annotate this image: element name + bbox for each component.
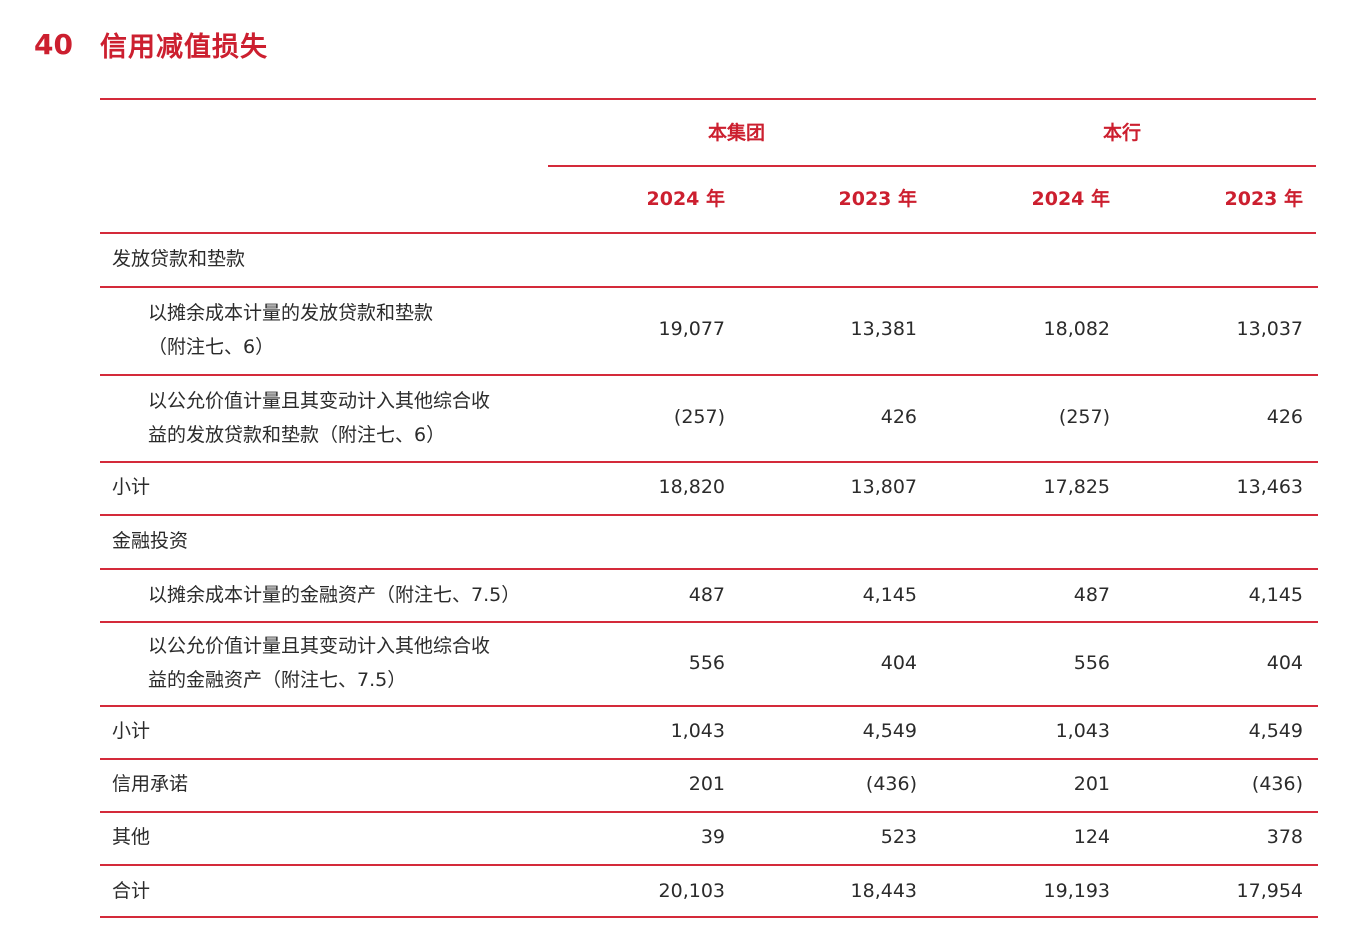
row-label: 其他 <box>112 826 151 848</box>
table-bottom-rule <box>100 916 1318 918</box>
cell-value: 19,193 <box>1043 880 1110 902</box>
cell-value: (436) <box>1251 773 1303 795</box>
cell-value: 487 <box>688 584 725 606</box>
row-rule <box>100 864 1318 866</box>
cell-value: 378 <box>1266 826 1303 848</box>
cell-value: (436) <box>865 773 917 795</box>
row-rule <box>100 758 1318 760</box>
cell-value: 1,043 <box>670 720 725 742</box>
row-rule <box>100 514 1318 516</box>
cell-value: 4,145 <box>1248 584 1303 606</box>
year-header: 2024 年 <box>646 188 726 210</box>
cell-value: 18,443 <box>850 880 917 902</box>
section-label: 发放贷款和垫款 <box>112 248 246 270</box>
table-top-rule <box>100 98 1316 100</box>
cell-value: 556 <box>688 652 725 674</box>
cell-value: 13,037 <box>1236 318 1303 340</box>
row-rule <box>100 374 1318 376</box>
cell-value: 4,549 <box>1248 720 1303 742</box>
year-header: 2023 年 <box>838 188 918 210</box>
cell-value: 18,082 <box>1043 318 1110 340</box>
row-rule <box>100 705 1318 707</box>
cell-value: 13,381 <box>850 318 917 340</box>
year-header: 2023 年 <box>1224 188 1304 210</box>
note-title: 信用减值损失 <box>100 31 268 63</box>
row-rule <box>100 286 1318 288</box>
row-rule <box>100 461 1318 463</box>
cell-value: 20,103 <box>658 880 725 902</box>
row-label: 以摊余成本计量的发放贷款和垫款 <box>148 302 434 324</box>
group-header-rule <box>548 165 1316 167</box>
cell-value: 1,043 <box>1055 720 1110 742</box>
cell-value: 17,954 <box>1236 880 1303 902</box>
section-label: 金融投资 <box>112 530 189 552</box>
row-label-cont: （附注七、6） <box>148 336 275 358</box>
group-header-group: 本集团 <box>708 122 766 144</box>
cell-value: 17,825 <box>1043 476 1110 498</box>
cell-value: 4,549 <box>862 720 917 742</box>
cell-value: 201 <box>688 773 725 795</box>
cell-value: 13,463 <box>1236 476 1303 498</box>
row-label: 以摊余成本计量的金融资产（附注七、7.5） <box>148 584 521 606</box>
cell-value: (257) <box>673 406 725 428</box>
cell-value: 556 <box>1073 652 1110 674</box>
total-label: 合计 <box>112 880 151 902</box>
cell-value: 39 <box>700 826 725 848</box>
cell-value: 426 <box>880 406 917 428</box>
row-rule <box>100 621 1318 623</box>
cell-value: 404 <box>880 652 917 674</box>
cell-value: 426 <box>1266 406 1303 428</box>
cell-value: 18,820 <box>658 476 725 498</box>
cell-value: 19,077 <box>658 318 725 340</box>
header-bottom-rule <box>100 232 1316 234</box>
note-heading: 40 信用减值损失 <box>34 22 268 66</box>
cell-value: 124 <box>1073 826 1110 848</box>
cell-value: 404 <box>1266 652 1303 674</box>
cell-value: (257) <box>1058 406 1110 428</box>
cell-value: 201 <box>1073 773 1110 795</box>
row-label: 信用承诺 <box>112 773 189 795</box>
row-label-cont: 益的金融资产（附注七、7.5） <box>148 669 407 691</box>
row-label: 以公允价值计量且其变动计入其他综合收 <box>148 635 491 657</box>
subtotal-label: 小计 <box>112 476 151 498</box>
year-header: 2024 年 <box>1031 188 1111 210</box>
row-rule <box>100 811 1318 813</box>
note-number: 40 <box>34 27 73 61</box>
cell-value: 4,145 <box>862 584 917 606</box>
cell-value: 487 <box>1073 584 1110 606</box>
group-header-bank: 本行 <box>1103 122 1142 144</box>
row-label-cont: 益的发放贷款和垫款（附注七、6） <box>148 424 446 446</box>
row-rule <box>100 568 1318 570</box>
subtotal-label: 小计 <box>112 720 151 742</box>
cell-value: 13,807 <box>850 476 917 498</box>
cell-value: 523 <box>880 826 917 848</box>
row-label: 以公允价值计量且其变动计入其他综合收 <box>148 390 491 412</box>
